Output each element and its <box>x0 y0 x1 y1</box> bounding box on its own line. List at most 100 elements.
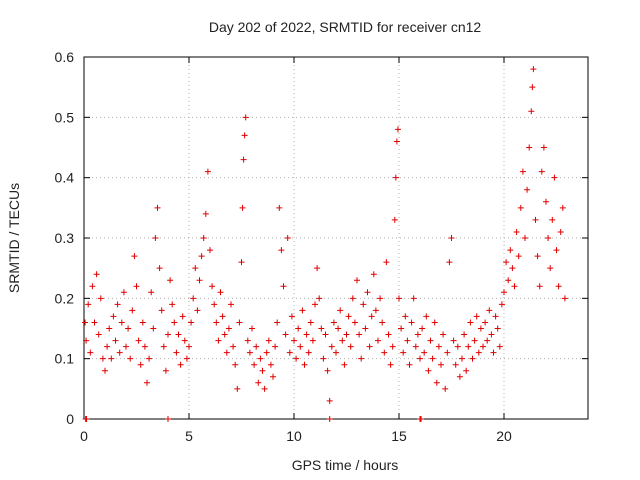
data-point <box>335 325 342 332</box>
data-point <box>297 343 304 350</box>
data-point <box>543 198 549 205</box>
data-point <box>82 319 89 326</box>
data-point <box>391 216 398 223</box>
data-point <box>204 168 211 175</box>
data-point <box>314 265 321 272</box>
data-point <box>225 325 232 332</box>
data-point <box>454 343 461 350</box>
data-point <box>318 325 325 332</box>
y-tick-label: 0.6 <box>55 49 75 65</box>
data-point <box>440 331 447 338</box>
data-point <box>522 235 528 241</box>
data-point <box>91 319 98 326</box>
data-point <box>358 355 365 362</box>
data-point <box>284 235 291 241</box>
data-point <box>87 349 94 356</box>
data-point <box>561 295 568 302</box>
data-point <box>467 319 474 326</box>
data-point <box>160 343 167 350</box>
data-point <box>299 307 306 314</box>
data-point <box>278 247 285 254</box>
data-point <box>200 235 207 241</box>
data-point <box>257 355 264 362</box>
y-axis-label: SRMTID / TECUs <box>6 183 22 293</box>
data-point <box>249 325 255 332</box>
data-point <box>330 319 337 326</box>
data-point <box>515 253 522 260</box>
data-point <box>108 355 115 362</box>
data-point <box>215 337 222 344</box>
data-point <box>465 343 472 350</box>
data-point <box>431 319 438 326</box>
data-point <box>387 361 394 368</box>
data-point <box>381 349 388 356</box>
x-axis-label: GPS time / hours <box>292 457 399 473</box>
data-point <box>461 331 468 338</box>
data-point <box>156 265 163 272</box>
data-point <box>503 259 510 266</box>
data-point <box>463 367 470 374</box>
data-point <box>370 271 377 278</box>
data-points <box>82 66 568 422</box>
data-point <box>444 349 451 356</box>
data-point <box>192 265 199 272</box>
data-point <box>421 349 428 356</box>
data-point <box>392 174 399 181</box>
x-tick-label: 10 <box>286 428 302 444</box>
data-point <box>438 361 444 368</box>
data-point <box>89 283 96 290</box>
data-point <box>406 361 413 368</box>
data-point <box>309 337 316 344</box>
data-point <box>402 313 409 320</box>
data-point <box>141 343 148 350</box>
data-point <box>511 283 518 290</box>
data-point <box>232 361 239 368</box>
data-point <box>326 397 333 404</box>
data-point <box>167 277 174 284</box>
data-point <box>179 313 186 320</box>
data-point <box>154 204 161 211</box>
data-point <box>209 283 216 290</box>
data-point <box>526 144 533 151</box>
x-tick-label: 20 <box>496 428 512 444</box>
data-point <box>477 325 484 332</box>
data-point <box>291 337 297 344</box>
data-point <box>234 385 241 392</box>
data-point <box>267 361 274 368</box>
data-point <box>425 367 432 374</box>
data-point <box>501 289 507 296</box>
data-point <box>442 385 449 392</box>
data-point <box>110 313 117 320</box>
data-point <box>529 84 536 91</box>
data-point <box>559 204 566 211</box>
data-point <box>270 373 276 380</box>
data-point <box>95 331 102 338</box>
data-point <box>417 355 423 362</box>
data-point <box>223 349 230 356</box>
data-point <box>150 325 157 332</box>
data-point <box>165 416 171 422</box>
data-point <box>383 259 390 266</box>
data-point <box>196 277 203 284</box>
data-point <box>238 259 245 266</box>
y-tick-label: 0.5 <box>55 109 75 125</box>
data-point <box>303 331 310 338</box>
data-point <box>364 289 371 296</box>
data-point <box>127 355 134 362</box>
data-point <box>333 349 339 356</box>
data-point <box>482 319 489 326</box>
data-point <box>186 343 192 350</box>
data-point <box>242 114 249 121</box>
data-point <box>337 307 344 314</box>
data-point <box>398 325 405 332</box>
data-point <box>230 343 237 350</box>
data-point <box>326 416 333 422</box>
data-point <box>534 253 541 260</box>
axis-ticks: 0 0.1 0.2 0.3 0.4 0.5 0.6 0 5 10 15 20 <box>55 49 588 444</box>
data-point <box>394 126 401 133</box>
data-point <box>322 331 329 338</box>
data-point <box>188 319 195 326</box>
data-point <box>528 108 535 115</box>
x-tick-label: 5 <box>185 428 193 444</box>
data-point <box>475 349 482 356</box>
